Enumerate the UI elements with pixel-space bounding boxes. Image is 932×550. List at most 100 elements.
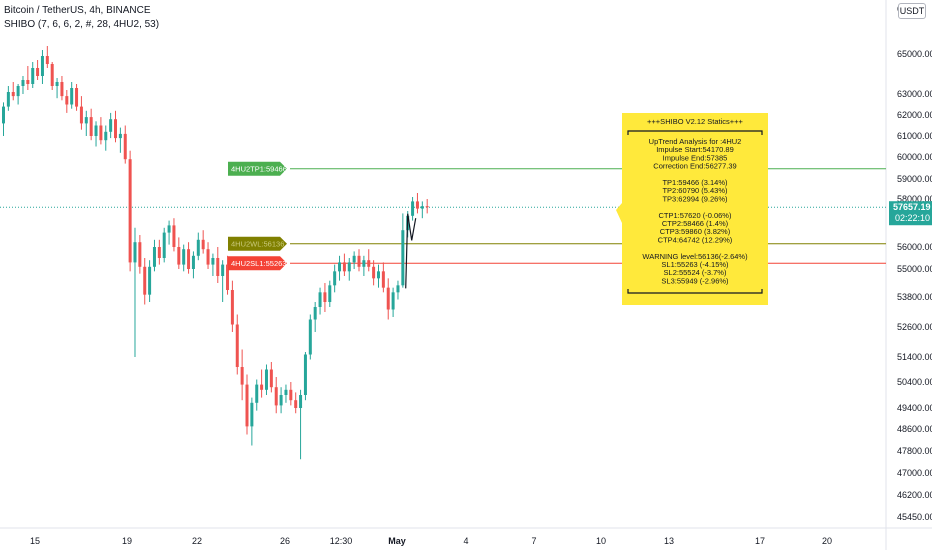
candle-body[interactable]: [6, 92, 10, 107]
candle-body[interactable]: [411, 201, 415, 216]
sl1-label[interactable]: 4HU2SL1:55263: [231, 259, 286, 268]
candle-body[interactable]: [226, 264, 230, 290]
candle-body[interactable]: [99, 125, 103, 141]
candle-body[interactable]: [2, 106, 5, 124]
candle-body[interactable]: [352, 255, 356, 263]
candle-body[interactable]: [172, 225, 176, 247]
candle-body[interactable]: [372, 266, 376, 279]
candle-body[interactable]: [235, 324, 239, 368]
candle-body[interactable]: [328, 285, 332, 302]
candle-body[interactable]: [240, 367, 244, 385]
candle-body[interactable]: [21, 80, 25, 86]
candle-body[interactable]: [138, 242, 142, 267]
candle-body[interactable]: [338, 262, 342, 272]
candle-body[interactable]: [89, 117, 93, 136]
candle-body[interactable]: [294, 400, 298, 408]
candle-body[interactable]: [79, 106, 83, 124]
candle-body[interactable]: [386, 287, 390, 310]
stats-line: CTP1:57620 (-0.06%): [659, 211, 732, 220]
symbol-title[interactable]: Bitcoin / TetherUS, 4h, BINANCE: [4, 5, 151, 16]
stats-line: CTP2:58466 (1.4%): [662, 219, 729, 228]
candle-body[interactable]: [420, 206, 424, 209]
candle-body[interactable]: [65, 96, 69, 105]
candle-body[interactable]: [264, 369, 268, 390]
candle-body[interactable]: [191, 255, 195, 269]
candle-body[interactable]: [303, 354, 307, 396]
candle-body[interactable]: [152, 247, 156, 267]
candle-body[interactable]: [221, 264, 225, 276]
candle-body[interactable]: [187, 249, 191, 269]
candle-body[interactable]: [128, 159, 132, 263]
candle-body[interactable]: [333, 271, 337, 286]
candle-body[interactable]: [84, 117, 88, 124]
candle-body[interactable]: [289, 389, 293, 401]
candle-body[interactable]: [381, 271, 385, 288]
candle-body[interactable]: [211, 258, 215, 265]
candle-body[interactable]: [148, 266, 152, 295]
candle-body[interactable]: [114, 119, 118, 139]
candle-body[interactable]: [36, 68, 40, 76]
candle-body[interactable]: [250, 402, 254, 427]
candle-body[interactable]: [143, 266, 147, 295]
candle-body[interactable]: [182, 249, 186, 265]
currency-button[interactable]: USDT: [898, 3, 926, 19]
candle-body[interactable]: [104, 131, 108, 141]
candle-body[interactable]: [313, 307, 317, 320]
candle-body[interactable]: [425, 206, 429, 208]
candle-body[interactable]: [123, 133, 127, 160]
candle-body[interactable]: [396, 285, 400, 293]
candle-body[interactable]: [94, 125, 98, 137]
stats-panel[interactable]: [616, 113, 768, 305]
candle-body[interactable]: [260, 384, 264, 390]
candle-body[interactable]: [318, 292, 322, 307]
candle-body[interactable]: [357, 255, 361, 267]
candle-body[interactable]: [376, 271, 380, 279]
candle-body[interactable]: [16, 86, 20, 97]
candle-body[interactable]: [167, 225, 171, 233]
candle-body[interactable]: [31, 68, 35, 84]
candle-body[interactable]: [299, 395, 303, 408]
candle-body[interactable]: [274, 387, 278, 406]
candle-body[interactable]: [70, 88, 74, 105]
candle-body[interactable]: [367, 260, 371, 267]
candle-body[interactable]: [201, 239, 205, 250]
candle-body[interactable]: [323, 292, 327, 302]
candle-body[interactable]: [118, 133, 122, 139]
candle-body[interactable]: [177, 247, 181, 265]
candle-body[interactable]: [342, 262, 346, 272]
candle-body[interactable]: [196, 239, 200, 256]
candle-body[interactable]: [162, 232, 166, 258]
candle-body[interactable]: [26, 80, 30, 84]
candle-body[interactable]: [11, 92, 15, 97]
time-tick-label: 10: [596, 536, 606, 546]
candle-body[interactable]: [216, 258, 220, 276]
candle-body[interactable]: [50, 64, 54, 86]
price-tick-label: 65000.00: [897, 49, 932, 59]
candle-body[interactable]: [308, 319, 312, 355]
candle-body[interactable]: [75, 88, 79, 107]
candle-body[interactable]: [284, 389, 288, 395]
candle-body[interactable]: [133, 242, 137, 263]
candle-body[interactable]: [206, 249, 210, 265]
tp1-label[interactable]: 4HU2TP1:59466: [231, 165, 287, 174]
candle-body[interactable]: [347, 262, 351, 272]
candle-body[interactable]: [60, 82, 64, 97]
candle-body[interactable]: [401, 230, 405, 286]
candle-body[interactable]: [157, 247, 161, 258]
candle-body[interactable]: [55, 82, 59, 86]
warning-label[interactable]: 4HU2WL:56136: [231, 240, 284, 249]
candle-body[interactable]: [269, 369, 273, 388]
indicator-title[interactable]: SHIBO (7, 6, 6, 2, #, 28, 4HU2, 53): [4, 19, 160, 30]
candle-body[interactable]: [362, 260, 366, 267]
candle-body[interactable]: [279, 395, 283, 406]
candle-body[interactable]: [391, 292, 395, 310]
candle-body[interactable]: [230, 290, 234, 325]
candle-body[interactable]: [245, 384, 249, 427]
candle-body[interactable]: [255, 384, 259, 403]
candle-body[interactable]: [45, 56, 49, 64]
candle-body[interactable]: [415, 201, 419, 209]
candle-body[interactable]: [109, 119, 113, 132]
candle-body[interactable]: [40, 56, 44, 76]
